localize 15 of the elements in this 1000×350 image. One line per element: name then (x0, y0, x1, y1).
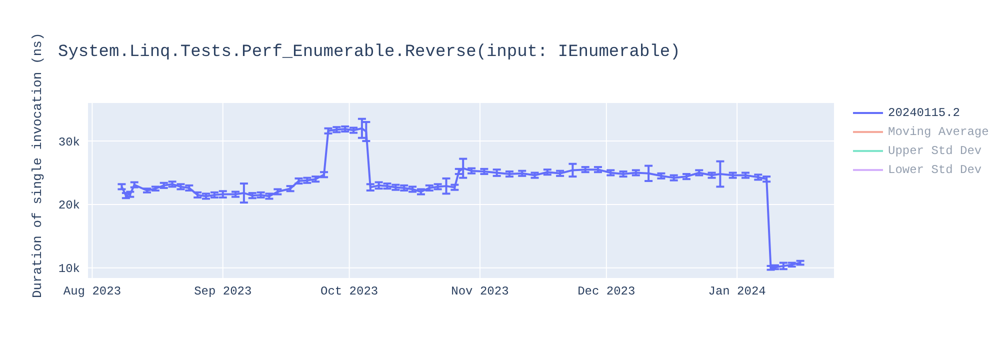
y-axis-title: Duration of single invocation (ns) (30, 32, 45, 298)
x-tick-label: Sep 2023 (194, 284, 252, 299)
x-tick-label: Aug 2023 (63, 284, 122, 299)
legend-label: 20240115.2 (888, 106, 960, 120)
chart-title: System.Linq.Tests.Perf_Enumerable.Reverse(input: IEnumerable) (58, 43, 680, 62)
x-tick-label: Oct 2023 (320, 284, 378, 299)
legend-label: Moving Average (888, 124, 989, 138)
x-tick-label: Dec 2023 (578, 284, 636, 299)
x-tick-label: Nov 2023 (451, 284, 509, 299)
legend-label: Lower Std Dev (888, 162, 982, 176)
y-tick-label: 10k (58, 262, 80, 276)
y-tick-label: 30k (58, 135, 80, 150)
legend-label: Upper Std Dev (888, 144, 982, 158)
x-tick-label: Jan 2024 (708, 284, 766, 299)
y-tick-label: 20k (58, 198, 80, 213)
